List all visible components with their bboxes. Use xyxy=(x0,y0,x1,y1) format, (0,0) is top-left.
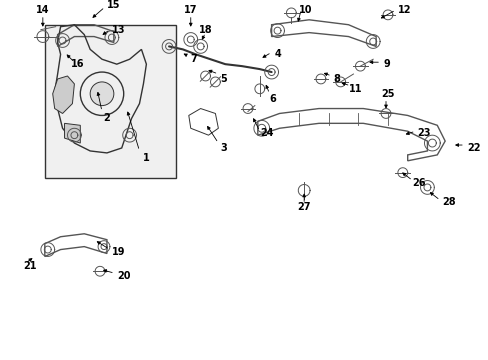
Text: 27: 27 xyxy=(297,202,310,212)
Text: 22: 22 xyxy=(466,143,479,153)
Polygon shape xyxy=(64,123,80,143)
Text: 15: 15 xyxy=(107,0,120,10)
Text: 1: 1 xyxy=(142,153,149,163)
Text: 23: 23 xyxy=(417,128,430,138)
Text: 26: 26 xyxy=(412,177,425,188)
Text: 9: 9 xyxy=(382,59,389,69)
Text: 8: 8 xyxy=(333,74,340,84)
Text: 17: 17 xyxy=(183,5,197,15)
Bar xyxy=(45,25,176,177)
Text: 16: 16 xyxy=(70,59,84,69)
Text: 2: 2 xyxy=(103,113,110,123)
Text: 20: 20 xyxy=(117,271,130,281)
Text: 28: 28 xyxy=(441,197,455,207)
Text: 18: 18 xyxy=(198,24,212,35)
Text: 7: 7 xyxy=(190,54,197,64)
Text: 10: 10 xyxy=(299,5,312,15)
Text: 6: 6 xyxy=(269,94,276,104)
Text: 12: 12 xyxy=(397,5,410,15)
Text: 13: 13 xyxy=(112,24,125,35)
Text: 14: 14 xyxy=(36,5,49,15)
Text: 24: 24 xyxy=(259,128,273,138)
Text: 19: 19 xyxy=(112,247,125,257)
Text: 5: 5 xyxy=(220,74,226,84)
Text: 4: 4 xyxy=(274,49,281,59)
Text: 21: 21 xyxy=(23,261,37,271)
Polygon shape xyxy=(53,76,74,113)
Text: 11: 11 xyxy=(348,84,361,94)
Text: 3: 3 xyxy=(220,143,226,153)
Text: 25: 25 xyxy=(381,89,394,99)
Circle shape xyxy=(90,82,114,105)
